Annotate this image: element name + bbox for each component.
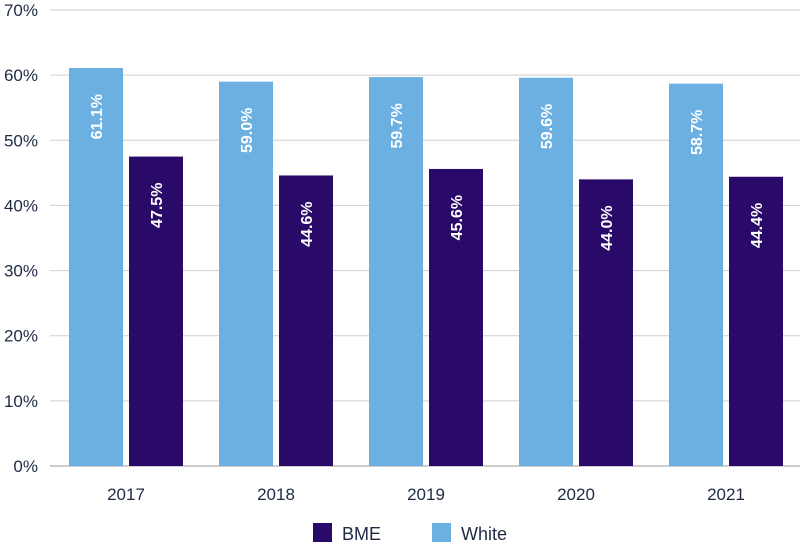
- bar-white-2020: [519, 77, 573, 467]
- x-tick-label: 2020: [557, 485, 595, 504]
- x-tick-label: 2021: [707, 485, 745, 504]
- y-tick-label: 70%: [4, 1, 38, 20]
- bar-white-2019: [369, 77, 423, 467]
- data-label-bme-2017: 47.5%: [149, 183, 166, 228]
- bar-white-2018: [219, 81, 273, 467]
- data-label-white-2021: 58.7%: [689, 110, 706, 155]
- y-tick-label: 40%: [4, 196, 38, 215]
- data-label-bme-2018: 44.6%: [299, 201, 316, 246]
- y-tick-label: 50%: [4, 131, 38, 150]
- data-label-white-2018: 59.0%: [239, 108, 256, 153]
- bar-white-2021: [669, 83, 723, 467]
- bar-bme-2017: [129, 156, 183, 467]
- data-label-bme-2019: 45.6%: [449, 195, 466, 240]
- y-tick-label: 0%: [13, 457, 38, 476]
- bar-bme-2020: [579, 179, 633, 466]
- legend-swatch-bme: [313, 523, 332, 542]
- bar-bme-2019: [429, 168, 483, 466]
- data-label-bme-2021: 44.4%: [749, 203, 766, 248]
- legend-label-white: White: [461, 524, 507, 544]
- bar-white-2017: [69, 67, 123, 466]
- legend-label-bme: BME: [342, 524, 381, 544]
- y-tick-label: 20%: [4, 327, 38, 346]
- bars: 61.1% 47.5% 59.0% 44.6% 59.7% 45.6% 59.6% 44.0%…: [69, 67, 783, 467]
- y-axis-tick-labels: 0% 10% 20% 30% 40% 50% 60% 70%: [4, 1, 38, 476]
- x-axis-tick-labels: 2017 2018 2019 2020 2021: [107, 485, 745, 504]
- data-label-white-2020: 59.6%: [539, 104, 556, 149]
- x-tick-label: 2018: [257, 485, 295, 504]
- y-tick-label: 60%: [4, 66, 38, 85]
- legend: BME White: [313, 523, 507, 544]
- y-tick-label: 10%: [4, 392, 38, 411]
- y-tick-label: 30%: [4, 262, 38, 281]
- x-tick-label: 2019: [407, 485, 445, 504]
- legend-swatch-white: [432, 523, 451, 542]
- data-label-white-2019: 59.7%: [389, 103, 406, 148]
- x-tick-label: 2017: [107, 485, 145, 504]
- bar-bme-2021: [729, 176, 783, 466]
- bar-bme-2018: [279, 175, 333, 466]
- data-label-white-2017: 61.1%: [89, 94, 106, 139]
- data-label-bme-2020: 44.0%: [599, 205, 616, 250]
